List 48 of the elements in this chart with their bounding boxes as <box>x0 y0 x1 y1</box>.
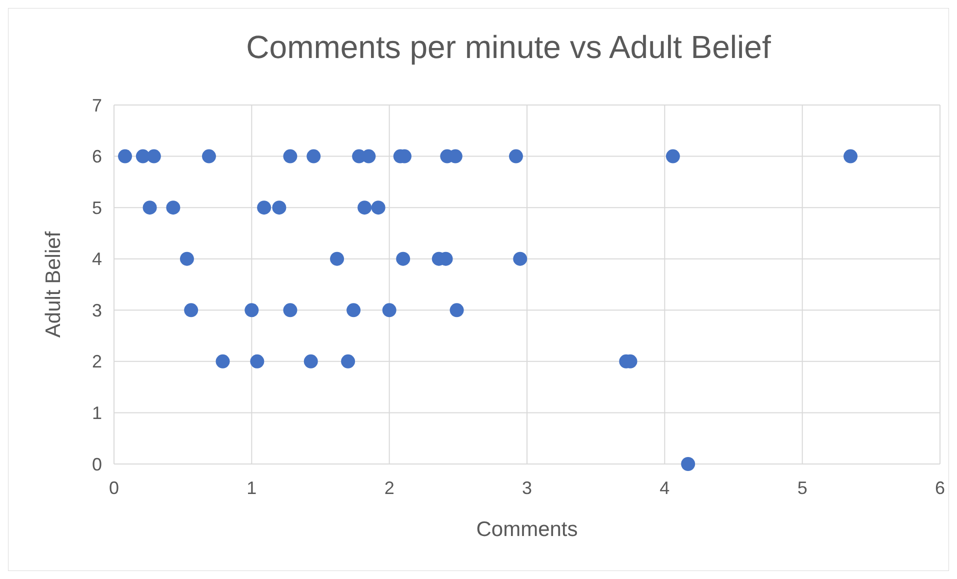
point <box>450 303 464 318</box>
point <box>244 303 259 318</box>
point <box>358 200 372 215</box>
point <box>166 200 180 215</box>
chart-title: Comments per minute vs Adult Belief <box>246 29 771 65</box>
point <box>371 200 386 215</box>
point <box>180 252 194 266</box>
x-tick-label: 0 <box>108 478 120 498</box>
point <box>513 252 528 266</box>
point <box>306 149 321 164</box>
point <box>362 149 376 164</box>
x-tick-label: 3 <box>522 478 532 498</box>
point <box>382 303 396 318</box>
point <box>250 354 264 368</box>
point <box>184 303 198 318</box>
y-tick-label: 3 <box>92 300 102 320</box>
x-tick-label: 2 <box>384 478 394 498</box>
x-axis-title: Comments <box>476 518 578 541</box>
point <box>118 149 132 164</box>
x-tick-label: 6 <box>934 478 946 498</box>
y-axis-title: Adult Belief <box>42 231 65 338</box>
y-tick-label: 5 <box>92 198 102 218</box>
y-tick-label: 6 <box>92 146 102 167</box>
x-tick-label: 4 <box>660 478 670 498</box>
point <box>202 149 216 164</box>
y-tick-label: 2 <box>92 352 102 372</box>
point <box>508 149 523 164</box>
y-tick-label: 0 <box>92 454 102 474</box>
point <box>283 149 298 164</box>
point <box>283 303 298 318</box>
point <box>341 354 356 368</box>
point <box>681 457 696 471</box>
point <box>844 149 858 164</box>
point <box>142 200 157 215</box>
point <box>666 149 680 164</box>
point <box>257 200 272 215</box>
point <box>272 200 286 215</box>
y-tick-label: 7 <box>92 95 102 116</box>
point <box>304 354 318 368</box>
point <box>330 252 344 266</box>
point <box>346 303 361 318</box>
point <box>146 149 161 164</box>
y-tick-label: 1 <box>92 403 102 424</box>
point <box>216 354 230 368</box>
x-tick-label: 1 <box>246 478 257 498</box>
point <box>396 252 410 266</box>
y-tick-label: 4 <box>92 249 102 270</box>
x-tick-label: 5 <box>797 478 808 498</box>
